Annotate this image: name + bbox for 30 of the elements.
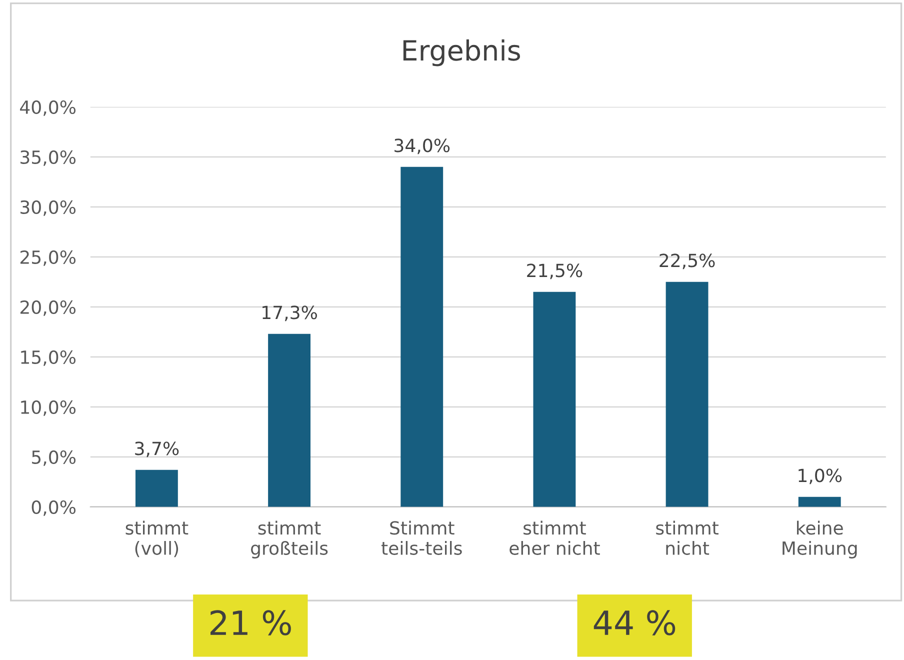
x-tick-label: Stimmt teils-teils <box>381 520 462 555</box>
y-tick-label: 40,0% <box>20 100 76 116</box>
y-tick-label: 20,0% <box>20 300 76 316</box>
y-tick-label: 35,0% <box>20 150 76 166</box>
chart-title: Ergebnis <box>403 39 520 66</box>
text: 44 % <box>594 610 676 636</box>
x-tick-label: stimmt eher nicht <box>510 520 600 555</box>
bar <box>533 292 576 507</box>
data-label: 21,5% <box>527 264 582 280</box>
data-label: 3,7% <box>135 442 179 458</box>
y-tick-label: 15,0% <box>21 350 76 366</box>
bar <box>798 496 841 507</box>
bar <box>268 334 310 507</box>
x-tick-label: keine Meinung <box>782 520 857 558</box>
x-tick-label: stimmt großteils <box>251 520 328 558</box>
text: 21 % <box>210 610 291 636</box>
bar <box>666 282 708 507</box>
y-tick-label: 25,0% <box>20 250 76 266</box>
bar <box>135 470 178 507</box>
data-label: 34,0% <box>394 138 450 154</box>
y-tick-label: 5,0% <box>32 450 76 466</box>
data-label: 22,5% <box>660 254 715 270</box>
y-tick-label: 0,0% <box>32 500 76 516</box>
y-tick-label: 30,0% <box>20 200 76 216</box>
data-label: 1,0% <box>798 468 842 484</box>
x-tick-label: stimmt (voll) <box>126 520 188 558</box>
y-tick-label: 10,0% <box>21 400 76 416</box>
x-tick-label: stimmt nicht <box>656 520 718 555</box>
bar <box>400 166 444 507</box>
data-label: 17,3% <box>262 306 317 322</box>
